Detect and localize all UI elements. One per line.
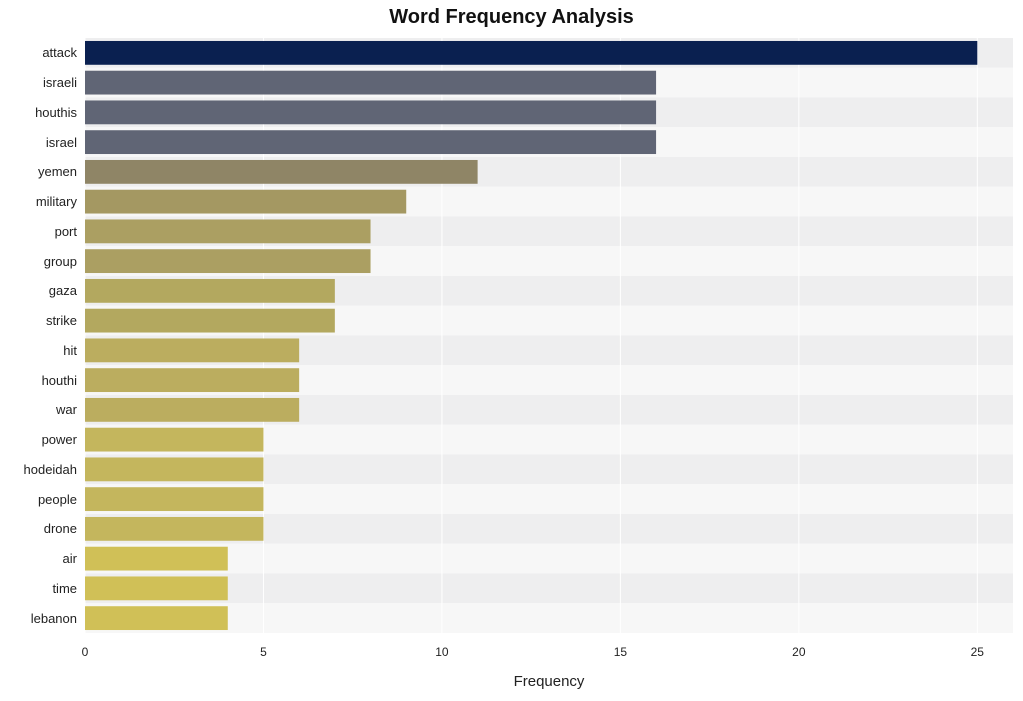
x-tick-label: 0 — [82, 645, 89, 659]
bar — [85, 606, 228, 630]
x-tick-label: 5 — [260, 645, 267, 659]
bar — [85, 71, 656, 95]
bar — [85, 41, 977, 65]
bar — [85, 428, 263, 452]
plot-area — [0, 0, 1023, 701]
bar — [85, 309, 335, 333]
bar — [85, 249, 371, 273]
x-tick-label: 20 — [792, 645, 805, 659]
bar — [85, 160, 478, 184]
bar — [85, 219, 371, 243]
bar — [85, 398, 299, 422]
word-frequency-chart: Word Frequency Analysis attackisraelihou… — [0, 0, 1023, 701]
bar — [85, 190, 406, 214]
bar — [85, 487, 263, 511]
bar — [85, 457, 263, 481]
bar — [85, 100, 656, 124]
bar — [85, 368, 299, 392]
bar — [85, 279, 335, 303]
x-tick-label: 10 — [435, 645, 448, 659]
x-tick-label: 25 — [971, 645, 984, 659]
bar — [85, 576, 228, 600]
x-tick-label: 15 — [614, 645, 627, 659]
x-axis-title: Frequency — [514, 673, 585, 690]
bar — [85, 547, 228, 571]
bar — [85, 517, 263, 541]
bar — [85, 130, 656, 154]
bar — [85, 338, 299, 362]
